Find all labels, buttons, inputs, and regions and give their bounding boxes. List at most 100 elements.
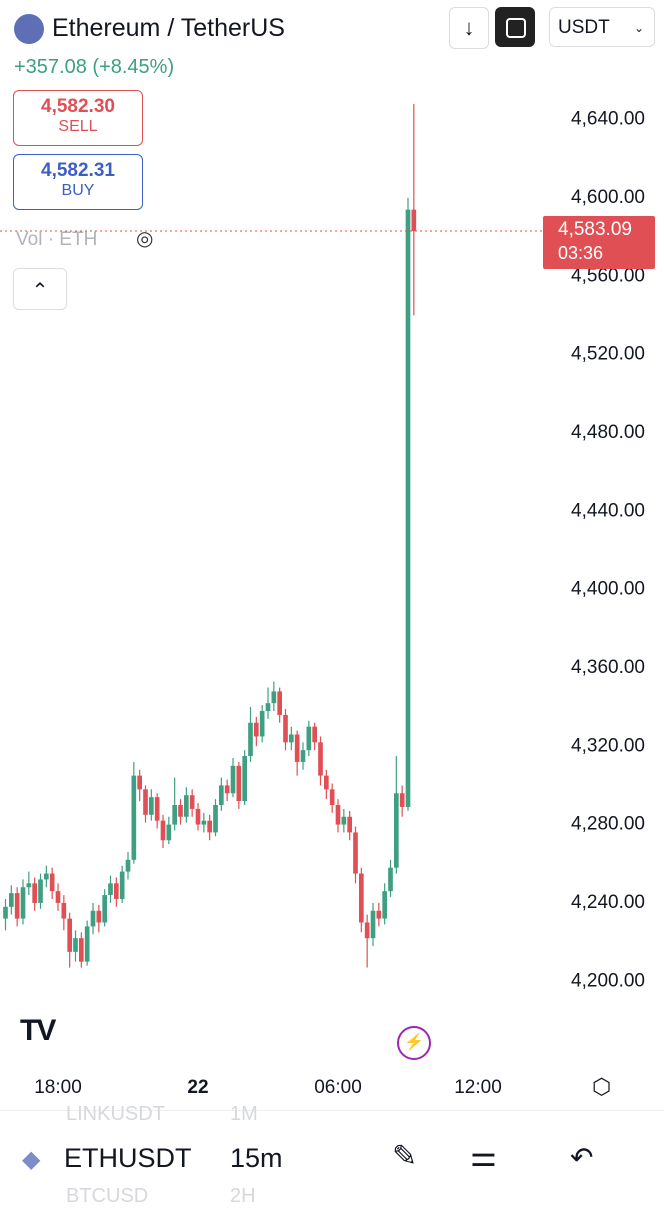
y-tick-label: 4,480.00	[571, 422, 645, 443]
currency-select[interactable]: USDT ⌄	[549, 7, 655, 47]
settings-icon[interactable]: ⬡	[592, 1074, 612, 1099]
candle-body	[271, 691, 277, 704]
candle-body	[114, 883, 119, 899]
candle-body	[32, 883, 37, 903]
candle-body	[119, 871, 125, 899]
candle-body	[90, 910, 96, 927]
candle-body	[55, 891, 61, 903]
candle-body	[236, 765, 242, 802]
candle-body	[370, 910, 376, 939]
candle-body	[411, 209, 417, 232]
y-tick-label: 4,320.00	[571, 735, 645, 756]
candle-body	[26, 883, 32, 888]
candle-body	[9, 893, 14, 907]
x-tick-label: 18:00	[34, 1077, 82, 1098]
eth-icon: ◆	[22, 1146, 41, 1173]
candle-body	[44, 873, 49, 880]
candle-body	[195, 808, 201, 825]
candle-body	[289, 734, 294, 743]
x-tick-label: 22	[187, 1077, 208, 1098]
y-tick-label: 4,600.00	[571, 187, 645, 208]
y-tick-label: 4,640.00	[571, 109, 645, 130]
x-tick-label: 06:00	[314, 1077, 362, 1098]
prev-interval: 1M	[230, 1103, 258, 1125]
candle-body	[49, 873, 55, 892]
download-button[interactable]: ↓	[449, 7, 489, 49]
y-tick-label: 4,560.00	[571, 265, 645, 286]
candle-body	[207, 820, 212, 833]
y-tick-label: 4,240.00	[571, 892, 645, 913]
candle-body	[172, 805, 177, 825]
candle-body	[184, 795, 189, 817]
sell-button[interactable]: 4,582.30 SELL	[13, 90, 143, 146]
draw-icon[interactable]: ✎	[392, 1140, 418, 1173]
candle-body	[353, 832, 358, 874]
undo-icon[interactable]: ↶	[570, 1142, 594, 1173]
layout-button[interactable]	[495, 7, 535, 47]
interval[interactable]: 15m	[230, 1143, 283, 1173]
candle-body	[96, 910, 102, 923]
y-tick-label: 4,280.00	[571, 814, 645, 835]
candle-body	[213, 805, 218, 833]
price-tag	[543, 216, 655, 270]
prev-symbol: LINKUSDT	[66, 1103, 165, 1125]
change: +357.08 (+8.45%)	[14, 56, 175, 78]
symbol[interactable]: ETHUSDT	[64, 1143, 192, 1173]
y-tick-label: 4,360.00	[571, 657, 645, 678]
candle-body	[318, 742, 323, 776]
candle-body	[166, 824, 172, 841]
countdown: 03:36	[558, 243, 603, 263]
candle-body	[359, 873, 364, 923]
candle-body	[20, 887, 26, 919]
candle-body	[405, 209, 411, 807]
candle-body	[376, 910, 382, 919]
indicator-icon[interactable]: ⚌	[470, 1140, 497, 1173]
candle-body	[324, 775, 329, 790]
candle-body	[230, 765, 236, 794]
sell-label: SELL	[58, 118, 98, 135]
candle-body	[137, 775, 142, 790]
candle-body	[14, 893, 20, 919]
candle-body	[388, 867, 393, 892]
candle-body	[38, 879, 43, 903]
candle-body	[242, 756, 247, 802]
title: Ethereum / TetherUS	[52, 14, 285, 42]
candle-body	[265, 703, 271, 711]
candle-body	[224, 785, 230, 794]
buy-button[interactable]: 4,582.31 BUY	[13, 154, 143, 210]
buy-price: 4,582.31	[41, 160, 115, 181]
candle-body	[108, 883, 113, 896]
candle-body	[79, 938, 84, 962]
y-tick-label: 4,440.00	[571, 500, 645, 521]
candle-body	[254, 722, 259, 737]
logo: TV	[20, 1014, 56, 1047]
candle-body	[84, 926, 90, 962]
candle-body	[149, 797, 154, 815]
buy-label: BUY	[61, 182, 95, 199]
candle-body	[160, 820, 166, 841]
candle-body	[399, 793, 405, 807]
candle-body	[219, 785, 224, 805]
candle-body	[73, 938, 78, 952]
toolbar: LINKUSDT 1M ◆ ETHUSDT 15m ✎ ⚌ ↶ BTCUSD 2…	[0, 1103, 664, 1207]
collapse-button[interactable]: ⌃	[13, 268, 67, 310]
candle-body	[201, 820, 207, 825]
y-tick-label: 4,200.00	[571, 970, 645, 991]
flash-icon[interactable]: ⚡	[397, 1026, 431, 1060]
sell-price: 4,582.30	[41, 96, 115, 117]
candle-body	[382, 891, 387, 919]
candle-body	[131, 775, 137, 860]
y-tick-label: 4,520.00	[571, 344, 645, 365]
price-tag-label: 4,583.09	[558, 219, 632, 240]
candle-body	[294, 734, 300, 762]
candle-body	[329, 789, 335, 805]
candle-body	[143, 789, 148, 815]
candle-body	[3, 906, 8, 919]
candle-body	[341, 816, 347, 825]
candle-body	[67, 918, 72, 952]
hide-icon[interactable]: ◎	[136, 228, 154, 250]
candle-body	[394, 793, 399, 868]
candle-body	[364, 922, 370, 939]
